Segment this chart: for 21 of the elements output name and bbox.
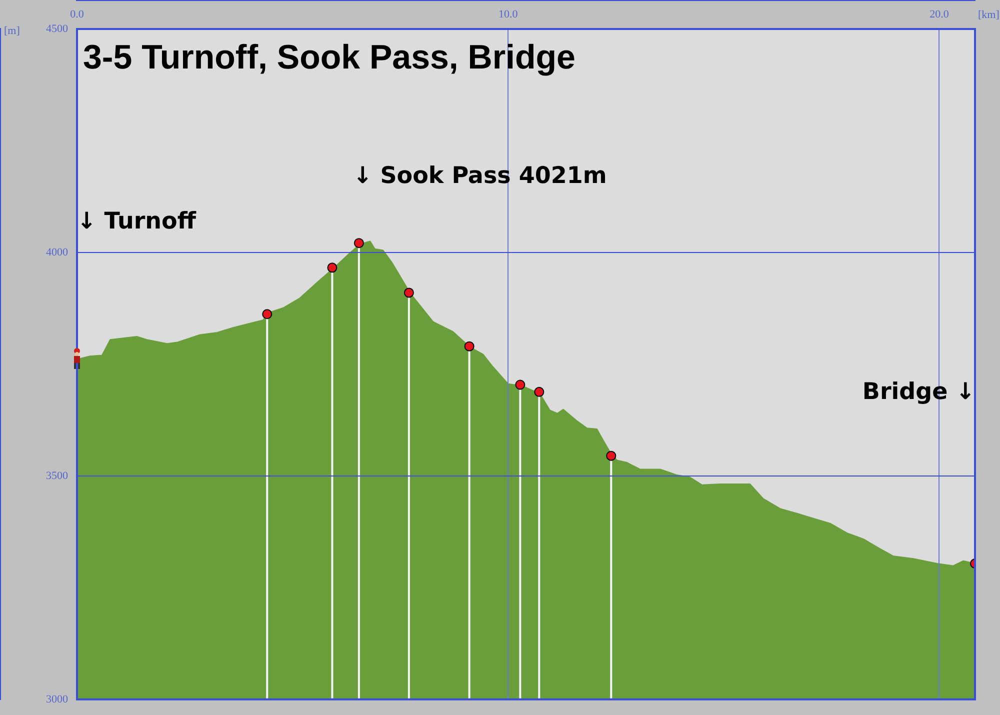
chart-title: 3-5 Turnoff, Sook Pass, Bridge [83, 38, 576, 76]
point [404, 288, 414, 298]
point [534, 386, 544, 397]
annotation: ↓ Turnoff [77, 208, 196, 235]
point [354, 238, 364, 248]
y-tick-label: 4500 [46, 22, 68, 35]
y-tick-label: 3000 [46, 693, 68, 706]
y-tick-label: 3500 [46, 470, 68, 482]
point [515, 380, 526, 390]
annotation: Bridge ↓ [862, 378, 975, 405]
y-axis-title: [m] [4, 24, 20, 37]
point [464, 341, 474, 352]
x-tick-label: 10.0 [498, 8, 518, 20]
point [327, 262, 338, 273]
x-tick-label: 0.0 [70, 8, 84, 20]
point [262, 309, 272, 320]
point [606, 450, 616, 461]
x-tick-label: 20.0 [930, 8, 950, 20]
annotation: ↓ Sook Pass 4021m [352, 163, 607, 190]
x-axis-title: [km] [978, 8, 1000, 21]
y-tick-label: 4000 [46, 246, 68, 258]
